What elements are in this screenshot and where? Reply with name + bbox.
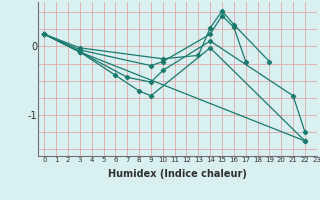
X-axis label: Humidex (Indice chaleur): Humidex (Indice chaleur) (108, 169, 247, 179)
